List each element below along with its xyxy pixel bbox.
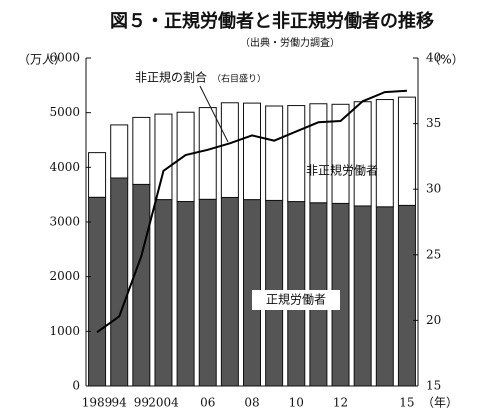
bar	[243, 102, 261, 201]
bar	[375, 99, 394, 208]
y-axis-label: （万人）	[18, 53, 66, 67]
x-tick-label: 10	[289, 396, 304, 410]
bar	[154, 199, 173, 387]
y2-tick-label: 25	[426, 247, 441, 261]
series-label: 非正規の割合	[135, 70, 207, 85]
bar	[176, 111, 195, 202]
series-label: 正規労働者	[266, 292, 326, 307]
bar	[110, 124, 129, 179]
y2-tick-label: 30	[426, 182, 441, 196]
chart-subtitle: （出典・労働力調査）	[240, 36, 340, 49]
x-tick-label: 15	[399, 396, 414, 410]
bar	[397, 204, 416, 387]
label-box	[252, 290, 340, 310]
bar	[220, 196, 239, 387]
ratio-line	[96, 89, 407, 334]
bar	[375, 206, 394, 387]
bar	[198, 107, 217, 200]
y2-tick-label: 40	[426, 51, 441, 65]
y-tick-label: 6000	[49, 51, 80, 65]
leader-line	[199, 85, 229, 143]
y2-tick-label: 20	[426, 313, 441, 327]
bar	[176, 201, 195, 387]
bar	[287, 105, 306, 203]
x-tick-label: 08	[244, 396, 259, 410]
y2-axis-label: （%）	[428, 53, 463, 67]
bar	[220, 102, 239, 198]
bar	[397, 96, 416, 206]
annotation: （右目盛り）	[212, 73, 266, 85]
bar	[110, 177, 129, 387]
bar	[132, 116, 151, 185]
chart-title: 図５・正規労働者と非正規労働者の推移	[110, 10, 434, 32]
series-label: 非正規労働者	[306, 163, 378, 178]
y-tick-label: 5000	[49, 105, 80, 119]
y2-tick-label: 15	[426, 379, 441, 393]
bar	[132, 183, 151, 387]
bar	[265, 105, 284, 201]
x-tick-label: 1989	[82, 396, 113, 410]
y-tick-label: 2000	[49, 269, 80, 283]
y-tick-label: 0	[72, 379, 80, 393]
x-tick-label: 06	[200, 396, 215, 410]
y2-tick-label: 35	[426, 116, 441, 130]
x-tick-label: 12	[333, 396, 348, 410]
bar	[309, 103, 328, 204]
x-tick-label: 2004	[148, 396, 179, 410]
bar	[331, 103, 350, 204]
y-tick-label: 3000	[49, 215, 80, 229]
y-tick-label: 1000	[49, 324, 80, 338]
bar	[353, 205, 372, 387]
x-axis-label: （年）	[422, 396, 458, 410]
x-tick-label: 99	[134, 396, 149, 410]
bar	[198, 198, 217, 387]
y-tick-label: 4000	[49, 160, 80, 174]
bar	[154, 113, 173, 201]
bar	[88, 152, 107, 198]
bar	[353, 101, 372, 207]
bar	[88, 196, 107, 387]
x-tick-label: 94	[112, 396, 128, 410]
